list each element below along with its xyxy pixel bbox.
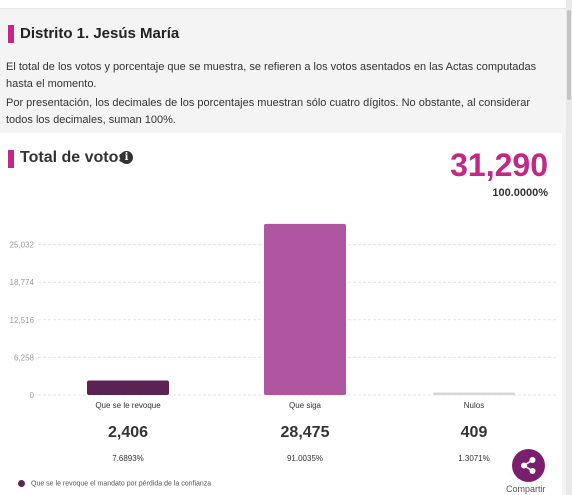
bar-percent-label: 1.3071% <box>458 454 490 463</box>
share-icon <box>521 457 536 474</box>
y-tick-label: 0 <box>30 391 35 400</box>
district-title: Distrito 1. Jesús María <box>20 25 180 42</box>
votes-panel: Total de votos i 31,290 100.0000% 0 6,258… <box>0 133 562 495</box>
info-paragraph-2: Por presentación, los decimales de los p… <box>6 97 531 126</box>
bar-percent-label: 91.0035% <box>287 454 323 463</box>
share-label[interactable]: Compartir <box>506 484 546 494</box>
category-label: Que se le revoque <box>95 401 161 410</box>
title-accent-bar <box>8 25 14 43</box>
bar-percent-label: 7.6893% <box>112 454 144 463</box>
share-button[interactable] <box>512 449 545 482</box>
total-votes-percent: 100.0000% <box>492 187 548 199</box>
info-icon[interactable]: i <box>120 151 133 164</box>
page-scrollbar[interactable] <box>566 0 572 495</box>
bar-value-label: 2,406 <box>108 424 148 441</box>
total-accent-bar <box>8 150 14 168</box>
district-header: Distrito 1. Jesús María El total de los … <box>0 18 562 130</box>
chart-legend: Que se le revoque el mandato por pérdida… <box>18 480 211 487</box>
bar-3 <box>433 392 515 395</box>
y-tick-label: 12,516 <box>10 316 35 325</box>
y-tick-label: 6,258 <box>14 353 35 362</box>
info-paragraph-1: El total de los votos y porcentaje que s… <box>6 61 537 90</box>
y-tick-label: 18,774 <box>10 278 35 287</box>
scrollbar-thumb[interactable] <box>567 10 571 100</box>
y-tick-label: 25,032 <box>10 241 35 250</box>
category-label: Que siga <box>289 401 322 410</box>
total-votes-title: Total de votos <box>20 149 128 166</box>
bar-1 <box>87 380 169 395</box>
top-edge <box>0 0 572 9</box>
legend-label: Que se le revoque el mandato por pérdida… <box>31 480 212 488</box>
bar-value-label: 409 <box>461 424 488 441</box>
legend-swatch <box>18 480 25 487</box>
category-label: Nulos <box>464 401 484 410</box>
votes-bar-chart: 0 6,258 12,516 18,774 25,032 Que se le revoqu… <box>10 223 556 463</box>
bar-value-label: 28,475 <box>281 424 330 441</box>
bar-2 <box>264 223 346 395</box>
total-votes-number: 31,290 <box>450 147 548 183</box>
